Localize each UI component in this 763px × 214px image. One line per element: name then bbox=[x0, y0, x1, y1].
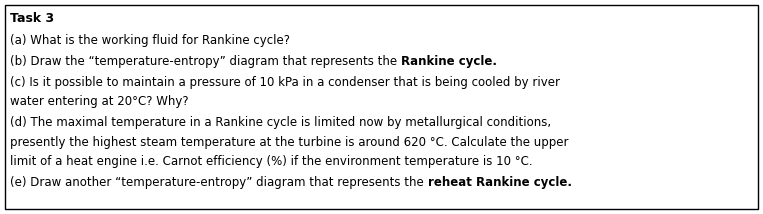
Text: limit of a heat engine i.e. Carnot efficiency (%) if the environment temperature: limit of a heat engine i.e. Carnot effic… bbox=[10, 155, 533, 168]
Text: (c) Is it possible to maintain a pressure of 10 kPa in a condenser that is being: (c) Is it possible to maintain a pressur… bbox=[10, 76, 560, 89]
Text: (d) The maximal temperature in a Rankine cycle is limited now by metallurgical c: (d) The maximal temperature in a Rankine… bbox=[10, 116, 551, 129]
Text: reheat Rankine cycle.: reheat Rankine cycle. bbox=[427, 176, 571, 189]
Text: Task 3: Task 3 bbox=[10, 12, 54, 25]
Text: (e) Draw another “temperature-entropy” diagram that represents the: (e) Draw another “temperature-entropy” d… bbox=[10, 176, 427, 189]
Text: Rankine cycle.: Rankine cycle. bbox=[401, 55, 497, 68]
Text: (a) What is the working fluid for Rankine cycle?: (a) What is the working fluid for Rankin… bbox=[10, 34, 290, 47]
Text: (b) Draw the “temperature-entropy” diagram that represents the: (b) Draw the “temperature-entropy” diagr… bbox=[10, 55, 401, 68]
Text: water entering at 20°C? Why?: water entering at 20°C? Why? bbox=[10, 95, 188, 108]
Text: presently the highest steam temperature at the turbine is around 620 °C. Calcula: presently the highest steam temperature … bbox=[10, 136, 568, 149]
